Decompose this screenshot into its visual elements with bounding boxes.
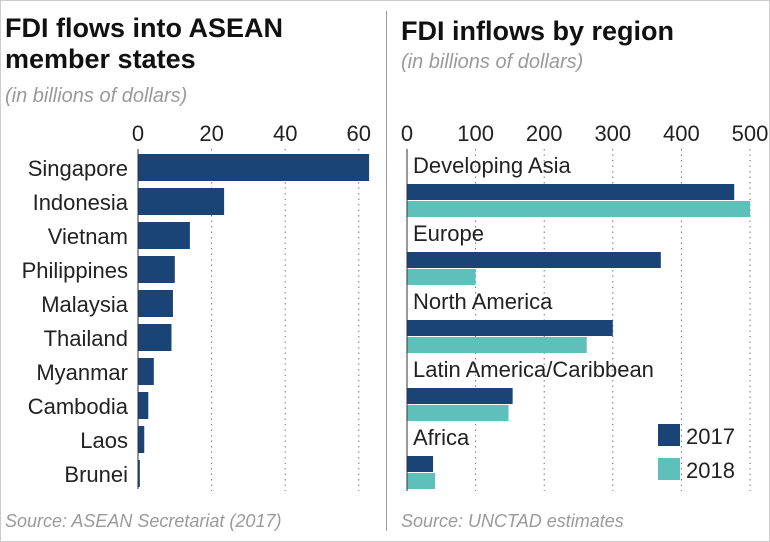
- category-label: Brunei: [64, 462, 128, 487]
- category-label: Laos: [80, 428, 128, 453]
- x-tick-label: 60: [347, 121, 371, 146]
- category-label: North America: [413, 289, 553, 314]
- x-tick-label: 400: [663, 121, 700, 146]
- category-label: Developing Asia: [413, 153, 572, 178]
- x-tick-label: 20: [199, 121, 223, 146]
- right-chart-subtitle: (in billions of dollars): [401, 51, 584, 73]
- x-tick-label: 0: [401, 121, 413, 146]
- bar-2017-2: [407, 320, 613, 336]
- legend-label: 2018: [686, 458, 735, 483]
- bar-2017-3: [407, 388, 513, 404]
- bar-malaysia: [138, 290, 173, 317]
- bar-2018-4: [407, 473, 436, 489]
- x-tick-label: 200: [526, 121, 563, 146]
- category-label: Cambodia: [28, 394, 129, 419]
- category-label: Philippines: [22, 258, 128, 283]
- category-label: Latin America/Caribbean: [413, 357, 654, 382]
- bar-vietnam: [138, 222, 190, 249]
- category-label: Thailand: [44, 326, 128, 351]
- bar-2018-3: [407, 405, 509, 421]
- right-chart-source: Source: UNCTAD estimates: [401, 511, 624, 531]
- bar-2018-1: [407, 269, 476, 285]
- left-chart-source: Source: ASEAN Secretariat (2017): [5, 511, 282, 531]
- bar-brunei: [138, 460, 140, 487]
- divider: [386, 11, 387, 531]
- bar-indonesia: [138, 188, 225, 215]
- left-chart-title: FDI flows into ASEAN member states: [5, 13, 283, 74]
- x-tick-label: 40: [273, 121, 297, 146]
- bar-2017-4: [407, 456, 434, 472]
- x-tick-label: 0: [132, 121, 144, 146]
- bar-cambodia: [138, 392, 149, 419]
- category-label: Vietnam: [48, 224, 128, 249]
- bar-2018-0: [407, 201, 750, 217]
- bar-philippines: [138, 256, 175, 283]
- bar-singapore: [138, 154, 370, 181]
- category-label: Myanmar: [36, 360, 128, 385]
- category-label: Europe: [413, 221, 484, 246]
- bar-2018-2: [407, 337, 587, 353]
- x-tick-label: 100: [457, 121, 494, 146]
- bar-2017-0: [407, 184, 735, 200]
- x-tick-label: 500: [732, 121, 769, 146]
- x-tick-label: 300: [594, 121, 631, 146]
- legend-swatch-2018: [658, 458, 680, 480]
- legend-swatch-2017: [658, 424, 680, 446]
- category-label: Malaysia: [41, 292, 129, 317]
- legend-label: 2017: [686, 424, 735, 449]
- left-chart-subtitle: (in billions of dollars): [5, 85, 188, 107]
- bar-thailand: [138, 324, 172, 351]
- bar-myanmar: [138, 358, 154, 385]
- bar-2017-1: [407, 252, 661, 268]
- category-label: Singapore: [28, 156, 128, 181]
- category-label: Africa: [413, 425, 470, 450]
- right-chart-title: FDI inflows by region: [401, 16, 675, 46]
- category-label: Indonesia: [33, 190, 129, 215]
- bar-laos: [138, 426, 145, 453]
